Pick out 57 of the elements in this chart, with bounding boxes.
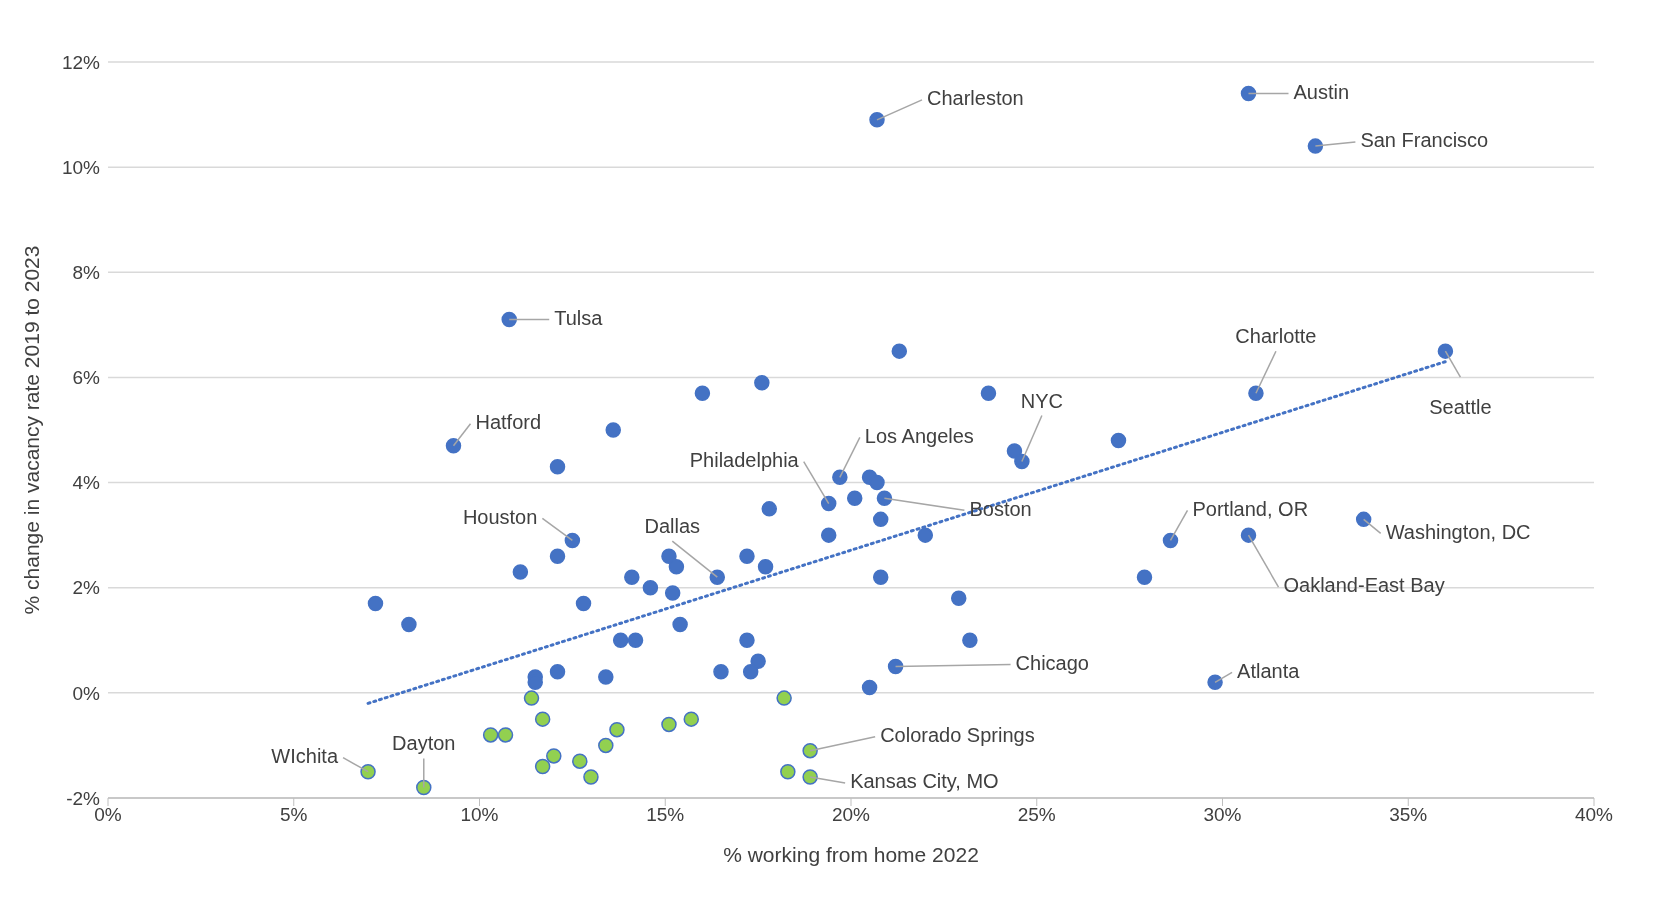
annotation: NYC [1020, 389, 1064, 412]
point [534, 758, 551, 775]
x-tick-label: 5% [280, 804, 308, 826]
point [683, 711, 700, 727]
annotation: Dallas [644, 515, 701, 538]
y-tick-label: 12% [61, 51, 101, 73]
point [802, 742, 818, 759]
y-tick-label: 4% [72, 472, 101, 494]
point [416, 779, 432, 796]
annotation: Hatford [475, 411, 542, 434]
y-tick-label: 10% [61, 156, 101, 178]
point [583, 769, 599, 785]
point [360, 763, 376, 780]
point [609, 721, 625, 738]
annotation: Seattle [1429, 395, 1492, 418]
annotation: Washington, DC [1385, 520, 1531, 543]
annotation: Philadelphia [689, 448, 800, 471]
annotation: Colorado Springs [880, 723, 1035, 746]
point [802, 769, 818, 785]
point [776, 690, 792, 706]
annotation: Atlanta [1237, 659, 1301, 682]
x-tick-label: 15% [646, 804, 685, 826]
point [780, 763, 796, 780]
annotation: Tulsa [554, 306, 604, 329]
point [523, 690, 540, 706]
point [497, 727, 514, 743]
annotation: Chicago [1015, 651, 1089, 674]
y-tick-label: 8% [72, 262, 101, 284]
annotation: Boston [969, 497, 1032, 520]
annotation: San Francisco [1360, 129, 1489, 152]
y-tick-label: 6% [72, 367, 101, 389]
annotation: Kansas City, MO [850, 770, 999, 793]
x-tick-label: 35% [1389, 804, 1428, 826]
annotation: Portland, OR [1192, 497, 1309, 520]
x-tick-label: 25% [1017, 804, 1056, 826]
point [598, 737, 614, 754]
x-tick-label: 10% [460, 804, 499, 826]
annotation: Austin [1293, 80, 1350, 103]
annotation: Houston [462, 505, 538, 528]
y-tick-label: 2% [72, 577, 101, 599]
x-tick-label: 20% [831, 804, 871, 826]
x-axis-title: % working from home 2022 [723, 843, 979, 866]
x-tick-label: 30% [1203, 804, 1242, 826]
annotation: Charleston [927, 87, 1024, 110]
point [661, 716, 677, 733]
annotation: Dayton [392, 732, 456, 755]
annotation: Oakland-East Bay [1283, 574, 1445, 597]
annotation: Los Angeles [864, 424, 974, 447]
x-tick-label: 40% [1574, 804, 1614, 826]
point [572, 753, 588, 769]
y-axis-title: % change in vacancy rate 2019 to 2023 [20, 245, 44, 615]
point [534, 711, 551, 727]
annotation: WIchita [271, 745, 339, 767]
point [546, 748, 562, 764]
point [482, 727, 499, 743]
annotation: Charlotte [1235, 325, 1317, 348]
y-tick-label: 0% [72, 682, 101, 704]
